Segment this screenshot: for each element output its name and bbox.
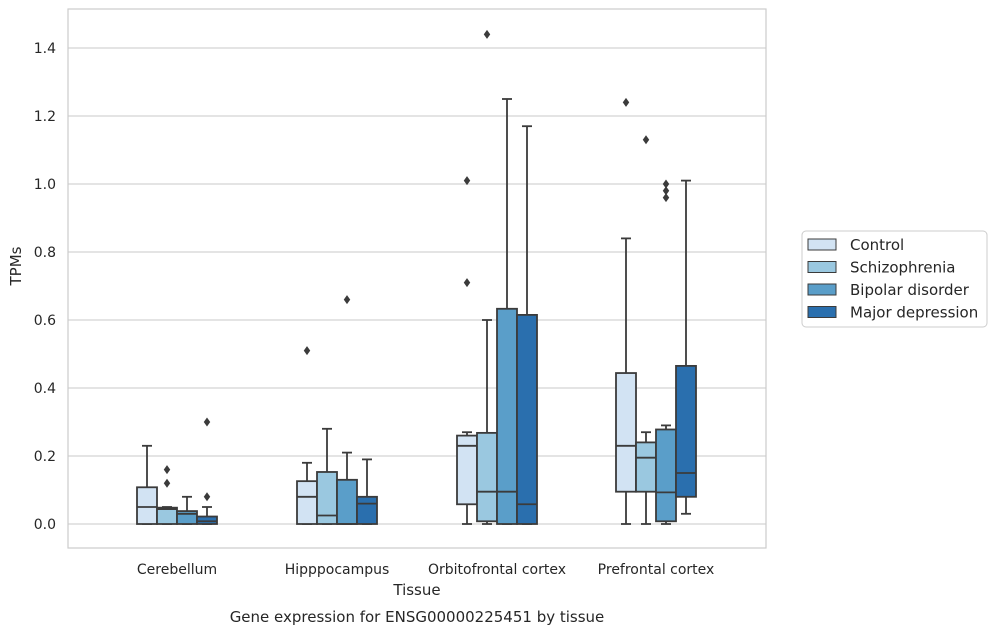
outlier-point	[463, 176, 471, 186]
box-body	[336, 478, 358, 525]
outlier-point	[463, 278, 471, 288]
gridlines	[68, 47, 766, 525]
box-body	[296, 480, 318, 525]
box-major-depression	[196, 417, 218, 525]
outlier-point	[662, 193, 670, 203]
y-tick-label: 1.4	[34, 41, 56, 57]
box-body	[196, 515, 218, 525]
box-body	[655, 428, 677, 523]
plot-area-frame	[67, 8, 767, 549]
box-body	[476, 431, 498, 523]
legend-label: Schizophrenia	[850, 259, 955, 277]
legend-label: Major depression	[850, 304, 978, 322]
box-schizophrenia	[316, 427, 338, 525]
box-body	[675, 364, 697, 498]
box-body	[516, 313, 538, 525]
y-tick-label: 0.2	[34, 449, 56, 465]
outlier-point	[343, 295, 351, 305]
x-axis-ticks: Cerebellum Hipppocampus Orbitofrontal cort…	[137, 562, 714, 578]
y-tick-label: 0.8	[34, 245, 56, 261]
y-tick-label: 0.0	[34, 517, 56, 533]
legend-frame	[801, 230, 988, 328]
box-control	[136, 444, 158, 525]
y-tick-label: 1.2	[34, 109, 56, 125]
outlier-point	[303, 346, 311, 356]
outlier-point	[203, 417, 211, 427]
box-body	[635, 441, 657, 493]
y-tick-label: 0.4	[34, 381, 56, 397]
box-body	[356, 495, 378, 525]
box-major-depression	[516, 125, 538, 525]
box-body	[615, 372, 637, 493]
x-tick-label: Hipppocampus	[285, 562, 390, 578]
box-major-depression	[675, 179, 697, 515]
x-tick-label: Orbitofrontal cortex	[428, 562, 566, 578]
box-bipolar-disorder	[176, 495, 198, 525]
box-schizophrenia	[476, 29, 498, 525]
x-axis-title: Tissue	[392, 581, 440, 599]
outlier-point	[642, 135, 650, 145]
outlier-point	[203, 492, 211, 502]
x-tick-label: Cerebellum	[137, 562, 217, 578]
outlier-point	[483, 29, 491, 39]
box-body	[136, 486, 158, 525]
legend-label: Control	[850, 236, 904, 254]
box-control	[615, 97, 637, 525]
legend-swatch	[807, 283, 837, 296]
y-axis-ticks: 0.0 0.2 0.4 0.6 0.8 1.0 1.2 1.4	[34, 41, 56, 533]
box-control	[456, 176, 478, 525]
box-control	[296, 346, 318, 525]
legend-swatch	[807, 306, 837, 318]
outlier-point	[662, 186, 670, 196]
figure-caption: Gene expression for ENSG00000225451 by t…	[230, 608, 605, 626]
legend-swatch	[807, 238, 837, 251]
box-bipolar-disorder	[336, 295, 358, 525]
y-axis-title: TPMs	[7, 246, 25, 286]
box-schizophrenia	[635, 135, 657, 525]
box-body	[156, 506, 178, 525]
outlier-point	[622, 97, 630, 107]
box-plot-marks	[136, 29, 697, 525]
legend: Control Schizophrenia Bipolar disorder Majo…	[801, 230, 988, 328]
y-tick-label: 1.0	[34, 177, 56, 193]
outlier-point	[163, 478, 171, 488]
outlier-point	[163, 465, 171, 475]
box-bipolar-disorder	[655, 179, 677, 525]
legend-label: Bipolar disorder	[850, 281, 970, 299]
y-tick-label: 0.6	[34, 313, 56, 329]
x-tick-label: Prefrontal cortex	[598, 562, 715, 578]
box-major-depression	[356, 458, 378, 525]
box-schizophrenia	[156, 465, 178, 525]
box-bipolar-disorder	[496, 98, 518, 525]
legend-swatch	[807, 261, 837, 273]
outlier-point	[662, 179, 670, 189]
